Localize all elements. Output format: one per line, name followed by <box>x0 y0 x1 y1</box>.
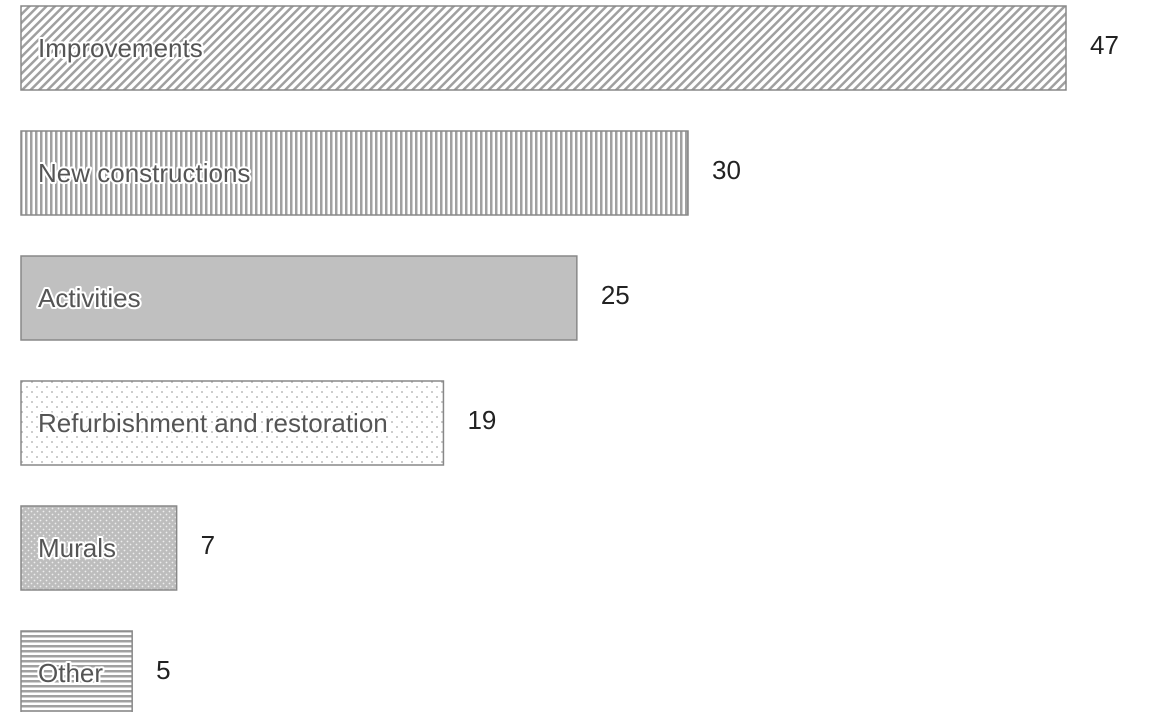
bar <box>20 630 133 712</box>
value-label: 19 <box>467 405 496 435</box>
category-label: New constructions <box>38 158 250 188</box>
value-label: 25 <box>601 280 630 310</box>
value-label: 7 <box>201 530 215 560</box>
bar <box>20 255 578 341</box>
category-label: Improvements <box>38 33 203 63</box>
category-label: Other <box>38 658 103 688</box>
bar <box>20 130 689 216</box>
category-label: Refurbishment and restoration <box>38 408 388 438</box>
category-label: Activities <box>38 283 141 313</box>
bar <box>20 505 178 591</box>
bar <box>20 380 445 466</box>
category-label: Murals <box>38 533 116 563</box>
bar <box>20 5 1067 91</box>
value-label: 5 <box>156 655 170 685</box>
value-label: 30 <box>712 155 741 185</box>
value-label: 47 <box>1090 30 1119 60</box>
